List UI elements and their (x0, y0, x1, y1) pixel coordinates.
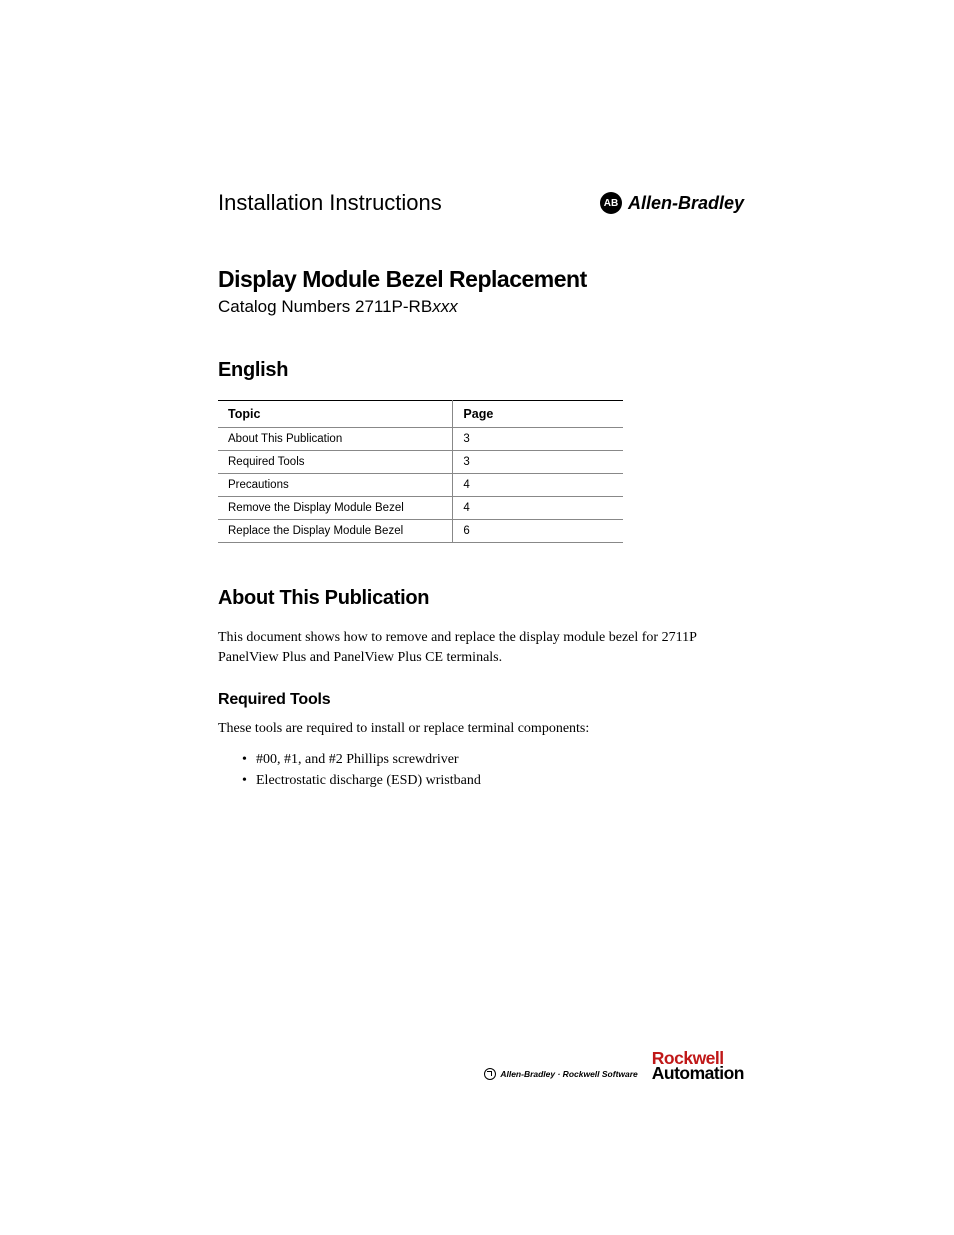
main-title: Display Module Bezel Replacement (218, 266, 744, 293)
about-body: This document shows how to remove and re… (218, 628, 744, 667)
tools-heading: Required Tools (218, 691, 744, 709)
table-row: Replace the Display Module Bezel 6 (218, 520, 623, 543)
footer-icon (484, 1068, 496, 1080)
catalog-prefix: Catalog Numbers 2711P-RB (218, 297, 432, 316)
toc-col-topic: Topic (218, 401, 453, 428)
list-item: Electrostatic discharge (ESD) wristband (242, 770, 744, 791)
toc-page: 3 (453, 451, 623, 474)
toc-page: 4 (453, 497, 623, 520)
tools-intro: These tools are required to install or r… (218, 719, 744, 739)
rockwell-line2: Automation (652, 1066, 744, 1080)
rockwell-logo: Rockwell Automation (652, 1051, 744, 1080)
header-row: Installation Instructions AB Allen-Bradl… (218, 190, 744, 216)
footer-brands: Allen-Bradley · Rockwell Software (484, 1068, 637, 1080)
toc-table: Topic Page About This Publication 3 Requ… (218, 400, 623, 543)
footer-brands-text: Allen-Bradley · Rockwell Software (500, 1069, 637, 1079)
table-row: Remove the Display Module Bezel 4 (218, 497, 623, 520)
toc-topic: Precautions (218, 474, 453, 497)
table-row: About This Publication 3 (218, 428, 623, 451)
list-item: #00, #1, and #2 Phillips screwdriver (242, 749, 744, 770)
toc-topic: Required Tools (218, 451, 453, 474)
toc-topic: Replace the Display Module Bezel (218, 520, 453, 543)
tools-list: #00, #1, and #2 Phillips screwdriver Ele… (242, 749, 744, 791)
toc-page: 6 (453, 520, 623, 543)
toc-page: 3 (453, 428, 623, 451)
document-type: Installation Instructions (218, 190, 442, 216)
catalog-suffix: xxx (432, 297, 458, 316)
table-row: Precautions 4 (218, 474, 623, 497)
toc-col-page: Page (453, 401, 623, 428)
about-heading: About This Publication (218, 587, 744, 610)
toc-header-row: Topic Page (218, 401, 623, 428)
ab-logo-icon: AB (600, 192, 622, 214)
table-row: Required Tools 3 (218, 451, 623, 474)
language-heading: English (218, 359, 744, 382)
brand-logo: AB Allen-Bradley (600, 192, 744, 214)
brand-name: Allen-Bradley (628, 193, 744, 214)
document-page: Installation Instructions AB Allen-Bradl… (0, 0, 954, 1235)
toc-topic: About This Publication (218, 428, 453, 451)
catalog-line: Catalog Numbers 2711P-RBxxx (218, 297, 744, 317)
toc-page: 4 (453, 474, 623, 497)
toc-topic: Remove the Display Module Bezel (218, 497, 453, 520)
footer: Allen-Bradley · Rockwell Software Rockwe… (484, 1051, 744, 1080)
